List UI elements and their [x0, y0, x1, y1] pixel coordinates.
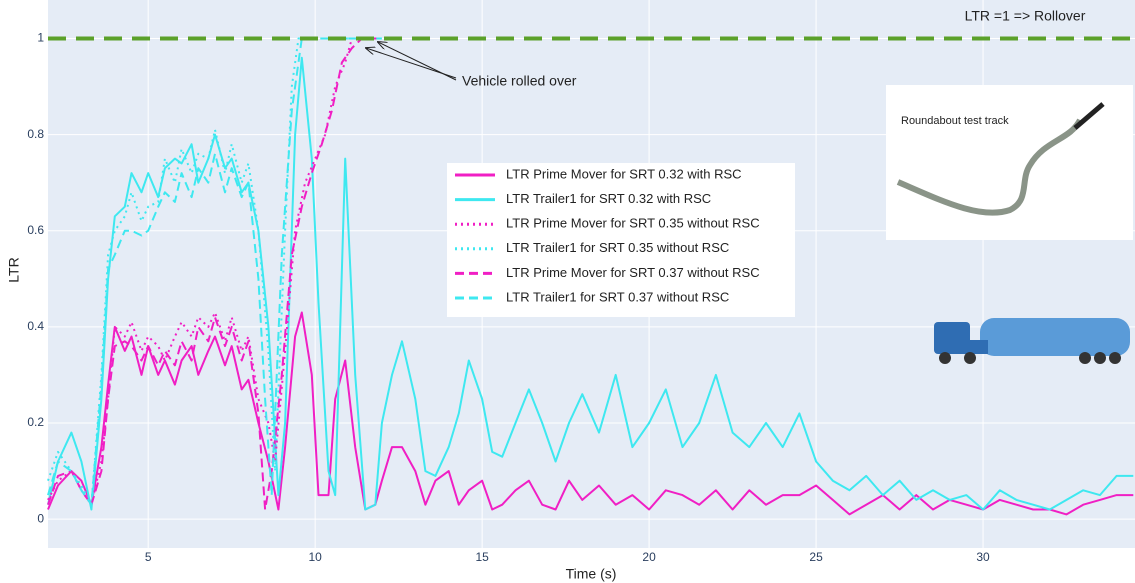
x-tick-label: 30	[976, 550, 990, 564]
x-tick-label: 15	[475, 550, 489, 564]
hitch	[968, 340, 988, 354]
y-tick-label: 0	[37, 511, 44, 525]
wheel	[1109, 352, 1121, 364]
x-tick-label: 10	[308, 550, 322, 564]
legend-label: LTR Prime Mover for SRT 0.32 with RSC	[506, 166, 742, 181]
x-tick-label: 20	[642, 550, 656, 564]
reference-label: LTR =1 => Rollover	[965, 8, 1086, 24]
x-tick-label: 25	[809, 550, 823, 564]
wheel	[939, 352, 951, 364]
y-tick-label: 0.4	[27, 319, 44, 333]
series-line	[47, 37, 382, 506]
track	[896, 118, 1083, 216]
wheel	[1094, 352, 1106, 364]
y-tick-label: 0.6	[27, 223, 44, 237]
track-inset: Roundabout test track	[886, 85, 1133, 240]
track-vehicle	[1073, 102, 1105, 130]
x-tick-label: 5	[145, 550, 152, 564]
legend-box	[447, 163, 795, 317]
annotation: Vehicle rolled over	[462, 73, 577, 89]
cab	[934, 322, 970, 354]
y-tick-label: 1	[37, 31, 44, 45]
series-line	[47, 37, 382, 506]
truck-image	[934, 318, 1130, 364]
series-line	[47, 37, 382, 511]
series-line	[47, 311, 1134, 516]
inset-label: Roundabout test track	[901, 115, 1009, 127]
tank	[980, 318, 1130, 356]
wheel	[964, 352, 976, 364]
x-axis-label: Time (s)	[566, 566, 617, 582]
legend-label: LTR Trailer1 for SRT 0.35 without RSC	[506, 240, 729, 255]
series-line	[47, 37, 382, 506]
y-tick-label: 0.8	[27, 127, 44, 141]
annotation-arrow	[378, 42, 457, 81]
lines	[47, 37, 1134, 516]
legend: LTR Prime Mover for SRT 0.32 with RSC LTR…	[447, 163, 795, 317]
legend-label: LTR Trailer1 for SRT 0.37 without RSC	[506, 289, 729, 304]
legend-label: LTR Trailer1 for SRT 0.32 with RSC	[506, 191, 711, 206]
legend-label: LTR Prime Mover for SRT 0.35 without RSC	[506, 216, 760, 231]
wheel	[1079, 352, 1091, 364]
y-tick-label: 0.2	[27, 415, 44, 429]
y-axis-label: LTR	[6, 257, 22, 282]
legend-label: LTR Prime Mover for SRT 0.37 without RSC	[506, 265, 760, 280]
